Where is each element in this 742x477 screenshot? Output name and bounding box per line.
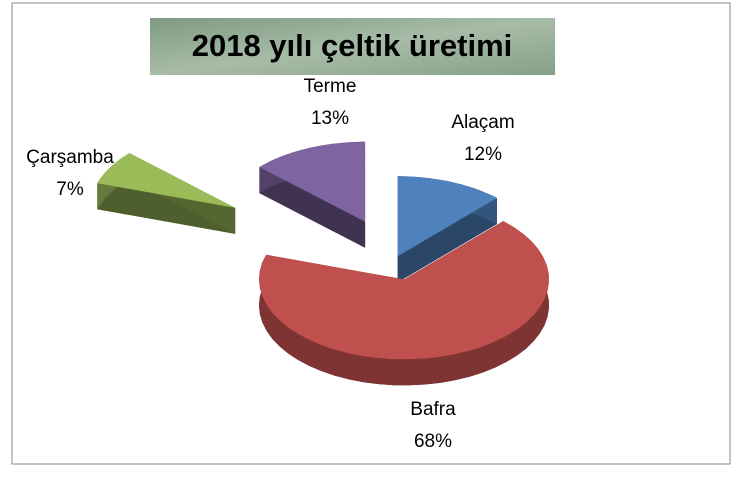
slice-value-label: 7% [56,179,84,200]
slice-label: Terme [304,76,357,97]
pie-slice [397,176,497,257]
slice-value-label: 12% [464,144,502,165]
slice-value-label: 13% [311,108,349,129]
pie [97,141,549,386]
slice-value-label: 68% [414,431,452,452]
slice-side [259,167,366,248]
slice-side [97,183,236,234]
pie-slice [97,153,236,208]
data-labels: Alaçam 12% Bafra 68% Çarşamba 7% Terme 13% [26,76,515,452]
title-box [150,18,555,75]
pie-slice [259,221,549,360]
chart-title: 2018 yılı çeltik üretimi [192,28,513,63]
chart-frame [11,2,731,465]
slice-side [397,198,497,283]
slice-label: Çarşamba [26,147,114,168]
slice-label: Alaçam [451,112,514,133]
slice-label: Bafra [410,399,456,420]
pie-slice [259,141,366,222]
